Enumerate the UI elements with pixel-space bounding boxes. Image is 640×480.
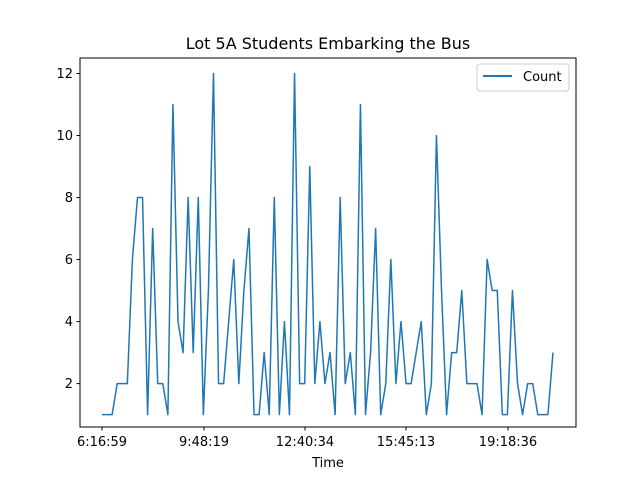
y-tick-label: 2 [65,377,73,392]
legend: Count [476,63,570,92]
y-tick-label: 8 [65,191,73,206]
y-tick-label: 4 [65,315,73,330]
x-tick-label: 6:16:59 [77,435,127,450]
x-tick-label: 9:48:19 [179,435,229,450]
x-tick-label: 15:45:13 [377,435,435,450]
y-tick-label: 12 [56,67,73,82]
y-axis: 2 4 6 8 10 12 [56,67,80,392]
x-tick-label: 19:18:36 [479,435,537,450]
legend-box [476,63,570,92]
y-tick-label: 10 [56,129,73,144]
x-tick-label: 12:40:34 [276,435,334,450]
axes-frame [79,57,577,428]
plot-area [79,57,577,428]
series-line-count [102,72,554,416]
x-axis-label: Time [311,456,344,471]
y-tick-label: 6 [65,253,73,268]
chart-title: Lot 5A Students Embarking the Bus [186,34,471,53]
x-axis: 6:16:59 9:48:19 12:40:34 15:45:13 19:18:36 [77,427,537,450]
legend-label-count: Count [523,70,562,85]
